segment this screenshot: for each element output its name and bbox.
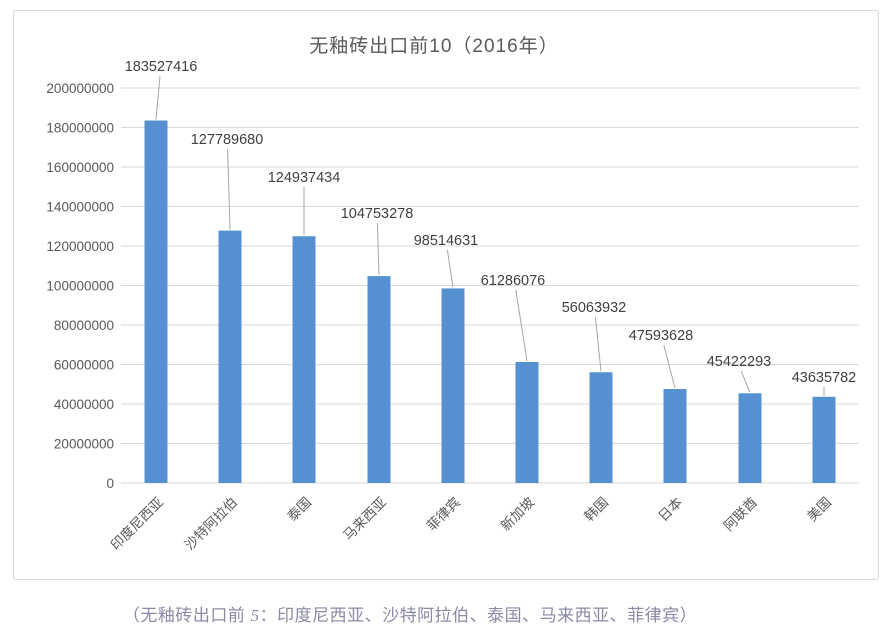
y-axis-tick-label: 200000000 (46, 81, 114, 96)
bar (218, 230, 242, 483)
value-label: 47593628 (629, 328, 694, 344)
y-axis-tick-label: 20000000 (54, 437, 114, 452)
value-label: 104753278 (341, 206, 414, 222)
value-label: 56063932 (562, 300, 627, 316)
value-label: 183527416 (125, 59, 198, 75)
leader-line (446, 249, 454, 288)
bar (144, 120, 168, 483)
value-label: 45422293 (707, 354, 772, 370)
y-axis-tick-label: 40000000 (54, 397, 114, 412)
leader-line (376, 222, 380, 276)
value-label: 98514631 (414, 233, 479, 249)
y-axis-tick-label: 180000000 (46, 121, 114, 136)
leader-line (663, 344, 676, 389)
chart-caption: （无釉砖出口前 5：印度尼西亚、沙特阿拉伯、泰国、马来西亚、菲律宾） (0, 601, 820, 626)
caption-number: 5 (250, 606, 260, 625)
y-axis-tick-label: 80000000 (54, 318, 114, 333)
leader-line (227, 148, 231, 230)
y-axis-tick-label: 60000000 (54, 358, 114, 373)
y-axis-tick-label: 160000000 (46, 160, 114, 175)
y-axis-tick-label: 100000000 (46, 279, 114, 294)
x-axis-category-label: 美国 (804, 495, 834, 525)
bar (367, 276, 391, 483)
leader-line (515, 289, 528, 362)
y-axis-tick-label: 120000000 (46, 239, 114, 254)
x-axis-category-label: 菲律宾 (424, 495, 463, 534)
leader-line (155, 75, 161, 120)
x-axis-category-label: 马来西亚 (340, 495, 389, 544)
caption-suffix: ：印度尼西亚、沙特阿拉伯、泰国、马来西亚、菲律宾） (259, 606, 698, 625)
y-axis-tick-label: 140000000 (46, 200, 114, 215)
x-axis-category-label: 印度尼西亚 (108, 495, 166, 553)
x-axis-category-label: 新加坡 (498, 494, 538, 534)
bar-chart: 0 20000000 40000000 60000000 80000000 1000000… (46, 59, 859, 553)
chart-frame: 无釉砖出口前10（2016年） 0 20000000 40000000 6000000… (13, 10, 879, 580)
x-axis-category-label: 沙特阿拉伯 (182, 495, 240, 553)
x-axis-category-label: 泰国 (284, 495, 314, 525)
x-axis-category-label: 韩国 (581, 495, 611, 525)
caption-prefix: （无釉砖出口前 (122, 606, 251, 625)
value-label: 127789680 (191, 132, 264, 148)
value-label: 43635782 (792, 370, 857, 386)
x-axis-category-label: 阿联酋 (720, 494, 760, 534)
leader-line (740, 370, 751, 393)
leader-line (594, 316, 602, 372)
value-label: 124937434 (268, 170, 341, 186)
bar (441, 288, 465, 483)
x-axis-category-label: 日本 (655, 494, 685, 524)
bar (812, 396, 836, 483)
chart-title: 无釉砖出口前10（2016年） (309, 36, 559, 57)
bar (515, 361, 539, 483)
value-label: 61286076 (481, 273, 546, 289)
bar (663, 389, 687, 483)
bar (589, 372, 613, 483)
bar (292, 236, 316, 483)
y-axis-tick-label: 0 (106, 476, 114, 491)
bar (738, 393, 762, 483)
